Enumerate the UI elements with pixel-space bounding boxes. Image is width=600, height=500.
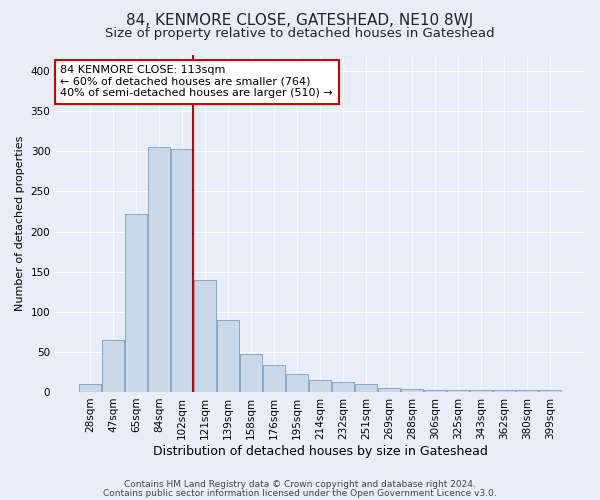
- Bar: [470, 390, 492, 392]
- Bar: [125, 214, 147, 392]
- Bar: [401, 388, 423, 392]
- Bar: [194, 280, 216, 392]
- Bar: [240, 354, 262, 392]
- Bar: [493, 390, 515, 392]
- Text: Contains public sector information licensed under the Open Government Licence v3: Contains public sector information licen…: [103, 488, 497, 498]
- Bar: [171, 149, 193, 392]
- Bar: [309, 380, 331, 392]
- Bar: [332, 382, 354, 392]
- Bar: [539, 390, 561, 392]
- Bar: [148, 148, 170, 392]
- Bar: [516, 390, 538, 392]
- X-axis label: Distribution of detached houses by size in Gateshead: Distribution of detached houses by size …: [152, 444, 488, 458]
- Bar: [79, 384, 101, 392]
- Bar: [286, 374, 308, 392]
- Bar: [355, 384, 377, 392]
- Text: Contains HM Land Registry data © Crown copyright and database right 2024.: Contains HM Land Registry data © Crown c…: [124, 480, 476, 489]
- Bar: [217, 320, 239, 392]
- Bar: [447, 390, 469, 392]
- Bar: [102, 340, 124, 392]
- Text: Size of property relative to detached houses in Gateshead: Size of property relative to detached ho…: [105, 28, 495, 40]
- Bar: [424, 390, 446, 392]
- Bar: [263, 366, 285, 392]
- Text: 84, KENMORE CLOSE, GATESHEAD, NE10 8WJ: 84, KENMORE CLOSE, GATESHEAD, NE10 8WJ: [127, 12, 473, 28]
- Bar: [378, 388, 400, 392]
- Text: 84 KENMORE CLOSE: 113sqm
← 60% of detached houses are smaller (764)
40% of semi-: 84 KENMORE CLOSE: 113sqm ← 60% of detach…: [61, 65, 333, 98]
- Y-axis label: Number of detached properties: Number of detached properties: [15, 136, 25, 311]
